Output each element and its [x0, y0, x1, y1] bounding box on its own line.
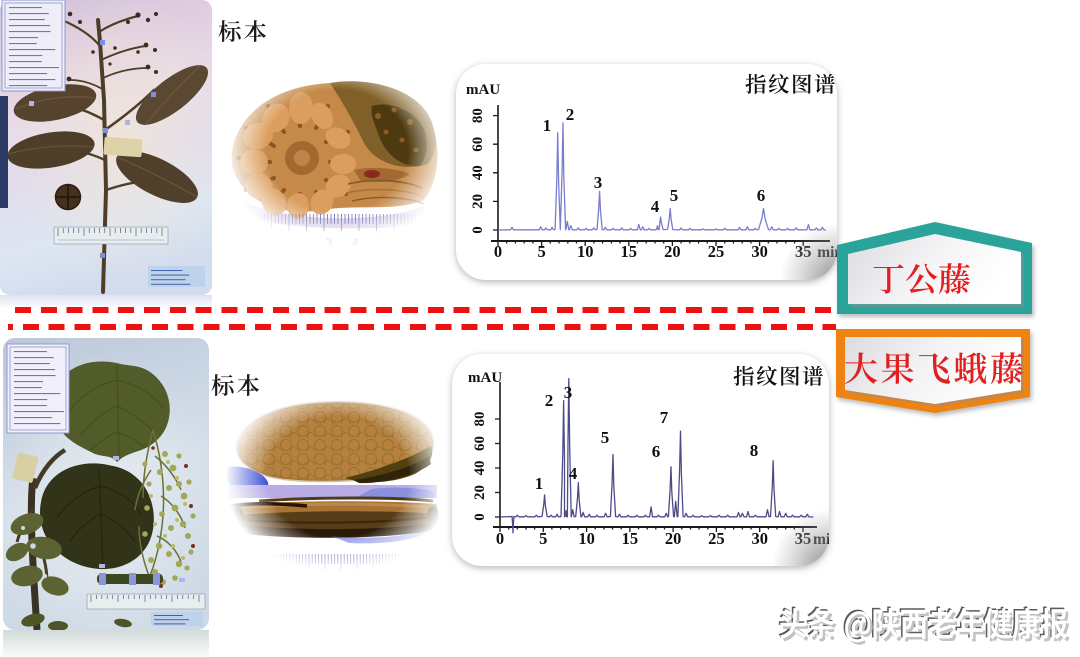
- svg-text:3: 3: [594, 173, 603, 192]
- svg-text:4: 4: [569, 464, 578, 483]
- svg-text:2: 2: [566, 105, 575, 124]
- svg-text:5: 5: [539, 529, 547, 548]
- svg-text:10: 10: [578, 529, 595, 548]
- svg-text:20: 20: [470, 194, 486, 209]
- svg-text:25: 25: [708, 242, 725, 261]
- svg-text:10: 10: [577, 242, 594, 261]
- svg-text:mAU: mAU: [468, 370, 502, 386]
- svg-text:0: 0: [496, 529, 504, 548]
- svg-text:20: 20: [472, 485, 488, 500]
- svg-text:0: 0: [494, 242, 502, 261]
- svg-text:60: 60: [470, 137, 486, 152]
- svg-text:0: 0: [470, 226, 486, 234]
- svg-text:1: 1: [535, 474, 544, 493]
- svg-text:15: 15: [621, 242, 638, 261]
- svg-text:30: 30: [751, 529, 768, 548]
- svg-text:40: 40: [470, 165, 486, 180]
- svg-text:80: 80: [470, 108, 486, 123]
- svg-text:7: 7: [660, 408, 669, 427]
- svg-text:40: 40: [472, 461, 488, 476]
- svg-text:8: 8: [750, 441, 759, 460]
- svg-text:60: 60: [472, 436, 488, 451]
- svg-text:0: 0: [472, 513, 488, 521]
- svg-text:6: 6: [757, 186, 766, 205]
- svg-text:6: 6: [652, 442, 661, 461]
- svg-text:15: 15: [622, 529, 639, 548]
- svg-text:20: 20: [665, 529, 682, 548]
- svg-text:25: 25: [708, 529, 725, 548]
- svg-text:mAU: mAU: [466, 82, 500, 98]
- svg-text:2: 2: [545, 391, 554, 410]
- svg-text:1: 1: [543, 116, 552, 135]
- svg-text:3: 3: [564, 383, 573, 402]
- svg-text:5: 5: [537, 242, 545, 261]
- svg-text:5: 5: [670, 186, 679, 205]
- svg-text:20: 20: [664, 242, 681, 261]
- svg-text:80: 80: [472, 412, 488, 427]
- svg-text:30: 30: [751, 242, 768, 261]
- svg-text:4: 4: [651, 197, 660, 216]
- svg-text:5: 5: [601, 428, 610, 447]
